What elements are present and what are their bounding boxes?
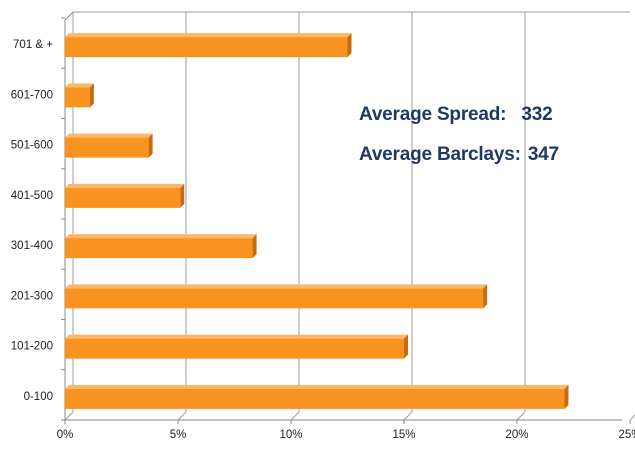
- bar-front-face: [65, 238, 253, 259]
- gridline-floor-4: [516, 411, 526, 421]
- bar-701 & +: [65, 33, 352, 58]
- bar-301-400: [65, 234, 257, 259]
- bar-front-face: [65, 37, 348, 58]
- y-axis-labels: 701 & + 601-700 501-600 401-500 301-400 201-3…: [11, 39, 53, 403]
- gridlines: [64, 11, 635, 421]
- bar-501-600: [65, 133, 153, 158]
- bar-side-face: [148, 133, 153, 158]
- y-tick-label-4: 401-500: [11, 190, 53, 202]
- x-tick-label-4: 20%: [505, 429, 528, 441]
- bar-top-face: [65, 183, 185, 188]
- x-tick-label-5: 25%: [618, 429, 635, 441]
- y-tick-label-7: 701 & +: [13, 39, 53, 51]
- bar-top-face: [65, 284, 488, 289]
- bar-401-500: [65, 183, 185, 208]
- gridline-floor-0: [64, 411, 74, 421]
- bar-side-face: [564, 384, 569, 409]
- y-tick-label-1: 101-200: [11, 341, 53, 353]
- y-tick-label-6: 601-700: [11, 89, 53, 101]
- x-tick-label-1: 5%: [170, 429, 187, 441]
- bar-front-face: [65, 338, 404, 359]
- bar-front-face: [65, 288, 484, 309]
- bar-front-face: [65, 137, 149, 158]
- bar-front-face: [65, 87, 90, 108]
- bar-top-face: [65, 83, 94, 88]
- bar-front-face: [65, 388, 565, 409]
- bar-top-face: [65, 33, 352, 38]
- bar-top-face: [65, 334, 408, 339]
- average-spread-annotation: Average Spread: 332: [359, 104, 553, 126]
- x-tick-label-0: 0%: [57, 429, 74, 441]
- y-axis-wall-top: [64, 11, 74, 21]
- bar-top-face: [65, 384, 569, 389]
- gridline-floor-1: [177, 411, 187, 421]
- y-tick-label-5: 501-600: [11, 140, 53, 152]
- bar-601-700: [65, 83, 94, 108]
- bar-top-face: [65, 234, 257, 239]
- average-spread-value: 332: [521, 104, 553, 125]
- axes: [61, 11, 631, 424]
- bar-side-face: [483, 284, 488, 309]
- bar-0-100: [65, 384, 569, 409]
- bar-front-face: [65, 187, 181, 208]
- bars: [65, 33, 569, 409]
- average-barclays-value: 347: [527, 144, 559, 165]
- bar-side-face: [252, 234, 257, 259]
- bar-side-face: [180, 183, 185, 208]
- gridline-floor-3: [403, 411, 413, 421]
- average-spread-label: Average Spread:: [359, 104, 507, 125]
- x-tick-label-3: 15%: [392, 429, 415, 441]
- bar-201-300: [65, 284, 488, 309]
- average-barclays-annotation: Average Barclays: 347: [359, 144, 559, 166]
- y-tick-label-3: 301-400: [11, 240, 53, 252]
- bar-top-face: [65, 133, 153, 138]
- bar-side-face: [89, 83, 94, 108]
- gridline-floor-2: [290, 411, 300, 421]
- bar-side-face: [404, 334, 408, 359]
- gridline-floor-5: [629, 414, 635, 421]
- bar-101-200: [65, 334, 408, 359]
- x-axis-labels: 0% 5% 10% 15% 20% 25%: [57, 429, 635, 441]
- average-barclays-label: Average Barclays:: [359, 144, 521, 165]
- y-tick-label-2: 201-300: [11, 290, 53, 302]
- x-tick-label-2: 10%: [279, 429, 302, 441]
- y-tick-label-0: 0-100: [24, 391, 53, 403]
- bar-side-face: [347, 33, 352, 58]
